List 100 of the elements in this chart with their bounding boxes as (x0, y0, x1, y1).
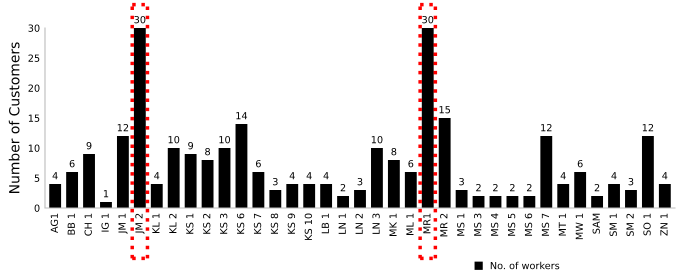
y-tick-label: 0 (34, 204, 40, 212)
bar (506, 196, 518, 208)
bar (184, 154, 197, 208)
bar (388, 160, 400, 208)
data-label: 4 (154, 172, 160, 180)
bar (303, 184, 316, 208)
bar (422, 28, 434, 208)
data-label: 2 (476, 184, 481, 192)
bar (625, 190, 637, 208)
bar (269, 190, 282, 208)
bar (337, 196, 349, 208)
x-tick-label: LN 3 (372, 214, 380, 234)
data-label: 2 (594, 184, 600, 192)
bar (490, 196, 502, 208)
x-tick-label: LN 1 (338, 214, 346, 234)
x-tick-label: MS 4 (490, 213, 498, 236)
data-label: 1 (104, 190, 108, 198)
y-tick-label: 15 (28, 114, 40, 122)
bar (540, 136, 552, 208)
y-tick-label: 10 (28, 144, 40, 152)
x-tick-label: MW 1 (576, 214, 583, 240)
bar (286, 184, 298, 208)
data-label: 3 (459, 178, 464, 186)
data-label: 4 (306, 172, 312, 180)
x-tick-label: JM 1 (118, 214, 128, 234)
data-label: 12 (642, 124, 654, 132)
bar (168, 148, 180, 208)
bar (320, 184, 332, 208)
y-tick-label: 20 (28, 84, 40, 92)
x-tick-label: LB 1 (322, 214, 329, 234)
bar (202, 160, 214, 208)
bar (438, 118, 451, 208)
data-label: 30 (134, 16, 146, 24)
bar (100, 202, 112, 208)
bar (134, 28, 146, 208)
bar (557, 184, 570, 208)
data-label: 10 (372, 136, 382, 144)
data-label: 2 (510, 184, 515, 192)
data-label: 6 (408, 160, 414, 168)
y-tick-label: 25 (28, 54, 40, 62)
data-label: 4 (611, 172, 617, 180)
bar (236, 124, 248, 208)
x-tick-label: MK 1 (389, 214, 397, 236)
data-label: 4 (52, 172, 58, 180)
x-tick-label: JM 2 (135, 214, 144, 234)
x-tick-label: MR 2 (440, 214, 448, 236)
data-label: 4 (290, 172, 295, 180)
x-tick-label: ML 1 (406, 214, 414, 235)
bar (658, 184, 671, 208)
bar (574, 172, 586, 208)
data-label: 15 (440, 106, 450, 114)
data-label: 9 (188, 142, 194, 150)
data-label: 2 (493, 184, 498, 192)
bar (66, 172, 78, 208)
x-tick-label: MS 7 (542, 214, 550, 236)
x-tick-label: LN 2 (355, 214, 363, 234)
bar (116, 136, 129, 208)
bar (150, 184, 163, 208)
data-label: 10 (219, 136, 230, 144)
x-tick-label: AG1 (50, 214, 58, 233)
bar (83, 154, 95, 208)
x-tick-label: KS 1 (186, 214, 194, 234)
bar (642, 136, 654, 208)
x-tick-label: IG 1 (101, 214, 109, 232)
x-tick-label: KL 2 (169, 214, 176, 233)
x-tick-label: SM 2 (626, 214, 634, 236)
data-label: 14 (236, 112, 248, 120)
x-tick-label: MT 1 (558, 214, 566, 236)
bar (591, 196, 604, 208)
bar (456, 190, 468, 208)
data-label: 3 (628, 178, 634, 186)
y-tick-label: 30 (28, 24, 40, 32)
x-tick-label: ZN 1 (660, 214, 668, 236)
bar (218, 148, 230, 208)
data-label: 30 (422, 16, 434, 24)
x-tick-label: MS 3 (474, 214, 482, 236)
x-tick-label: SAM (592, 214, 600, 234)
legend-label: No. of workers (490, 262, 560, 270)
data-label: 8 (391, 148, 396, 156)
x-tick-label: KS 2 (203, 214, 210, 234)
y-tick-label: 5 (34, 174, 40, 182)
x-tick-label: KL 1 (152, 214, 160, 233)
data-label: 10 (168, 136, 180, 144)
x-tick-label: BB 1 (68, 214, 75, 235)
data-label: 8 (205, 148, 210, 156)
bar (49, 184, 62, 208)
x-tick-label: MS 6 (524, 213, 532, 236)
data-label: 2 (340, 184, 346, 192)
x-tick-label: MS 1 (457, 214, 464, 236)
y-axis-title: Number of Customers (8, 42, 20, 193)
bar (608, 184, 620, 208)
x-tick-label: KS 9 (288, 214, 296, 234)
bar (371, 148, 383, 208)
data-label: 4 (324, 172, 329, 180)
bar (404, 172, 417, 208)
data-label: 2 (526, 184, 532, 192)
data-label: 4 (560, 172, 566, 180)
x-tick-label: SM 1 (610, 214, 617, 236)
data-label: 4 (662, 172, 668, 180)
x-tick-label: CH 1 (84, 214, 92, 236)
